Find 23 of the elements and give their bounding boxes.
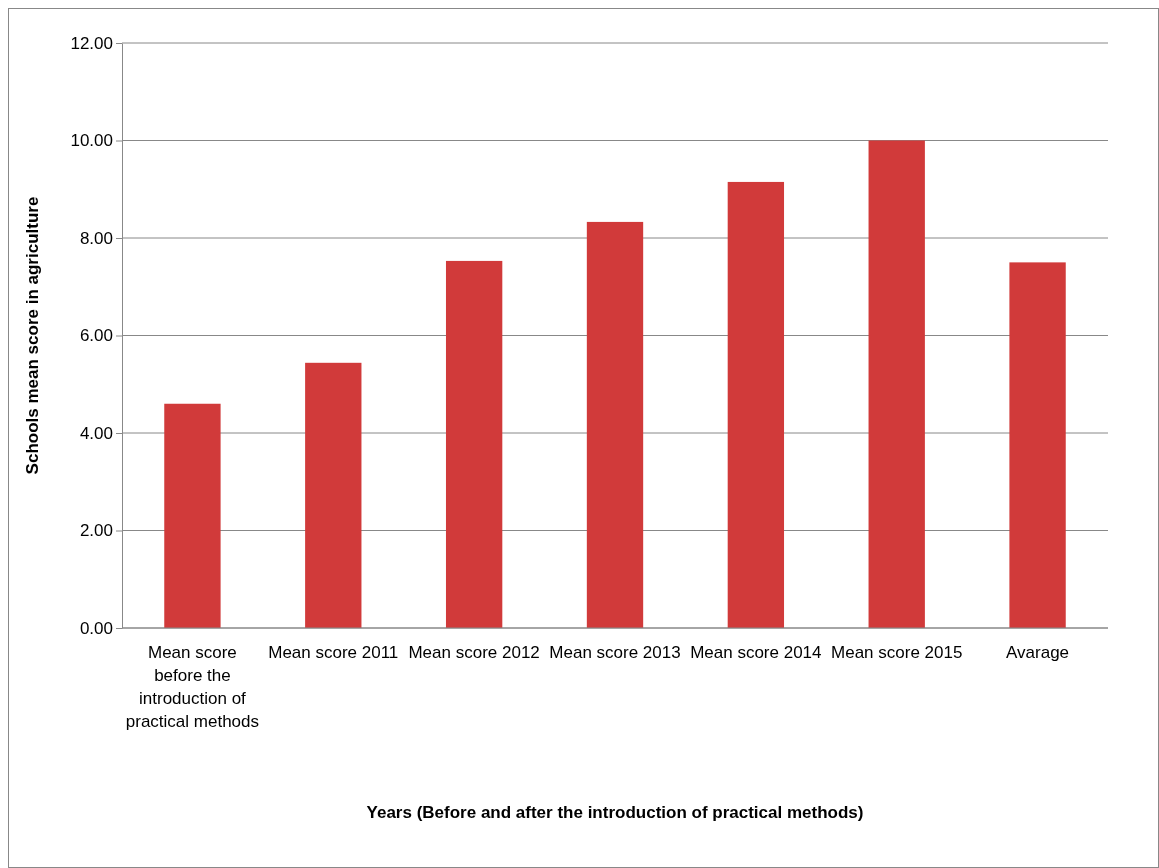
x-tick-label: Mean score 2011 <box>268 643 399 662</box>
bar <box>1009 262 1066 628</box>
bar <box>727 181 785 628</box>
y-tick-label: 6.00 <box>79 326 113 346</box>
bar <box>445 260 503 628</box>
x-axis-title: Years (Before and after the introduction of practical methods) <box>366 803 864 822</box>
bar <box>868 140 925 628</box>
y-tick-label: 10.00 <box>70 131 113 151</box>
y-tick-label: 0.00 <box>79 618 113 638</box>
x-tick-label: Mean score 2014 <box>690 643 822 662</box>
x-tick-label: Mean score 2013 <box>549 643 681 662</box>
x-tick-label: Mean score before the introduction of practical methods <box>125 643 260 731</box>
x-tick-label: Avarage <box>1006 643 1070 662</box>
y-axis-title: Schools mean score in agriculture <box>23 196 42 475</box>
y-tick-label: 12.00 <box>70 33 113 53</box>
bar <box>164 403 221 628</box>
x-tick-label: Mean score 2012 <box>408 643 540 662</box>
y-tick-label: 2.00 <box>79 521 113 541</box>
bar <box>305 362 362 628</box>
y-tick-label: 4.00 <box>79 423 113 443</box>
y-tick-label: 8.00 <box>79 228 113 248</box>
bar <box>586 221 644 628</box>
x-tick-label: Mean score 2015 <box>831 643 963 662</box>
